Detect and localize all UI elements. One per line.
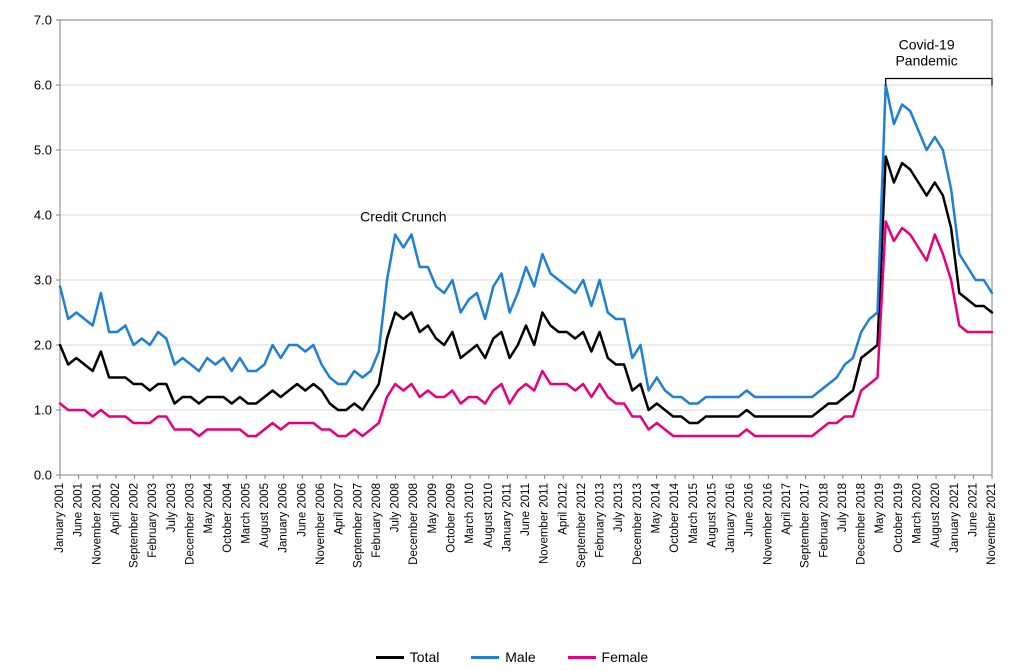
svg-text:February 2013: February 2013 bbox=[595, 483, 607, 558]
svg-text:6.0: 6.0 bbox=[34, 78, 52, 93]
svg-text:January 2016: January 2016 bbox=[725, 483, 737, 553]
svg-text:0.0: 0.0 bbox=[34, 468, 52, 483]
svg-text:November 2016: November 2016 bbox=[762, 483, 774, 565]
legend-label-total: Total bbox=[410, 649, 440, 665]
svg-text:March 2015: March 2015 bbox=[688, 483, 700, 544]
svg-text:June 2006: June 2006 bbox=[296, 483, 308, 537]
svg-text:7.0: 7.0 bbox=[34, 13, 52, 28]
svg-text:November 2011: November 2011 bbox=[539, 483, 551, 564]
svg-text:February 2008: February 2008 bbox=[371, 483, 383, 558]
svg-text:May 2009: May 2009 bbox=[427, 483, 439, 534]
svg-text:May 2014: May 2014 bbox=[651, 482, 663, 533]
line-chart: 0.0 1.0 2.0 3.0 4.0 5.0 6.0 7.0 January 2001 June… bbox=[10, 10, 1004, 625]
svg-text:April 2007: April 2007 bbox=[334, 483, 346, 535]
svg-text:September 2002: September 2002 bbox=[129, 483, 141, 568]
svg-text:Credit Crunch: Credit Crunch bbox=[360, 209, 446, 225]
svg-text:December 2013: December 2013 bbox=[632, 483, 644, 565]
svg-text:August 2015: August 2015 bbox=[706, 483, 718, 548]
svg-text:February 2018: February 2018 bbox=[818, 483, 830, 558]
svg-text:3.0: 3.0 bbox=[34, 273, 52, 288]
svg-text:March 2010: March 2010 bbox=[464, 483, 476, 544]
svg-text:March 2005: March 2005 bbox=[240, 483, 252, 544]
svg-text:February 2003: February 2003 bbox=[147, 483, 159, 558]
svg-text:May 2019: May 2019 bbox=[874, 483, 886, 534]
svg-text:January 2001: January 2001 bbox=[54, 483, 66, 553]
svg-text:March 2020: March 2020 bbox=[911, 483, 923, 544]
svg-text:April 2012: April 2012 bbox=[557, 483, 569, 535]
svg-text:August 2005: August 2005 bbox=[259, 483, 271, 548]
svg-text:December 2008: December 2008 bbox=[408, 483, 420, 565]
svg-text:July 2018: July 2018 bbox=[837, 483, 849, 532]
legend: Total Male Female bbox=[0, 646, 1024, 666]
legend-swatch-male bbox=[471, 656, 499, 659]
svg-text:June 2021: June 2021 bbox=[967, 483, 979, 537]
legend-swatch-total bbox=[376, 656, 404, 659]
svg-text:Pandemic: Pandemic bbox=[895, 52, 957, 68]
chart-container: 0.0 1.0 2.0 3.0 4.0 5.0 6.0 7.0 January 2001 June… bbox=[0, 0, 1024, 671]
svg-text:4.0: 4.0 bbox=[34, 208, 52, 223]
svg-text:October 2004: October 2004 bbox=[222, 482, 234, 552]
legend-item-female: Female bbox=[568, 649, 649, 665]
svg-text:August 2020: August 2020 bbox=[930, 483, 942, 548]
svg-text:January 2011: January 2011 bbox=[501, 483, 513, 552]
svg-text:November 2006: November 2006 bbox=[315, 483, 327, 565]
svg-text:5.0: 5.0 bbox=[34, 143, 52, 158]
legend-item-male: Male bbox=[471, 649, 535, 665]
svg-text:October 2014: October 2014 bbox=[669, 482, 681, 552]
svg-text:April 2002: April 2002 bbox=[110, 483, 122, 535]
svg-text:August 2010: August 2010 bbox=[483, 483, 495, 548]
svg-text:October 2009: October 2009 bbox=[445, 483, 457, 553]
svg-text:Covid-19: Covid-19 bbox=[899, 36, 955, 52]
legend-swatch-female bbox=[568, 656, 596, 659]
svg-text:January 2006: January 2006 bbox=[278, 483, 290, 553]
svg-text:April 2017: April 2017 bbox=[781, 483, 793, 535]
svg-text:July 2003: July 2003 bbox=[166, 483, 178, 532]
svg-text:June 2011: June 2011 bbox=[520, 483, 532, 536]
svg-text:November 2001: November 2001 bbox=[91, 483, 103, 565]
svg-text:January 2021: January 2021 bbox=[949, 483, 961, 553]
legend-item-total: Total bbox=[376, 649, 440, 665]
svg-text:1.0: 1.0 bbox=[34, 403, 52, 418]
svg-text:December 2018: December 2018 bbox=[856, 483, 868, 565]
svg-text:September 2012: September 2012 bbox=[576, 483, 588, 568]
svg-text:September 2017: September 2017 bbox=[800, 483, 812, 568]
legend-label-male: Male bbox=[505, 649, 535, 665]
svg-text:June 2016: June 2016 bbox=[744, 483, 756, 537]
svg-text:July 2013: July 2013 bbox=[613, 483, 625, 532]
svg-text:June 2001: June 2001 bbox=[73, 483, 85, 537]
svg-text:November 2021: November 2021 bbox=[986, 483, 998, 565]
legend-label-female: Female bbox=[602, 649, 649, 665]
svg-text:October 2019: October 2019 bbox=[893, 483, 905, 553]
svg-text:May 2004: May 2004 bbox=[203, 482, 215, 533]
svg-text:December 2003: December 2003 bbox=[185, 483, 197, 565]
svg-text:2.0: 2.0 bbox=[34, 338, 52, 353]
svg-text:July 2008: July 2008 bbox=[390, 483, 402, 532]
svg-text:September 2007: September 2007 bbox=[352, 483, 364, 568]
